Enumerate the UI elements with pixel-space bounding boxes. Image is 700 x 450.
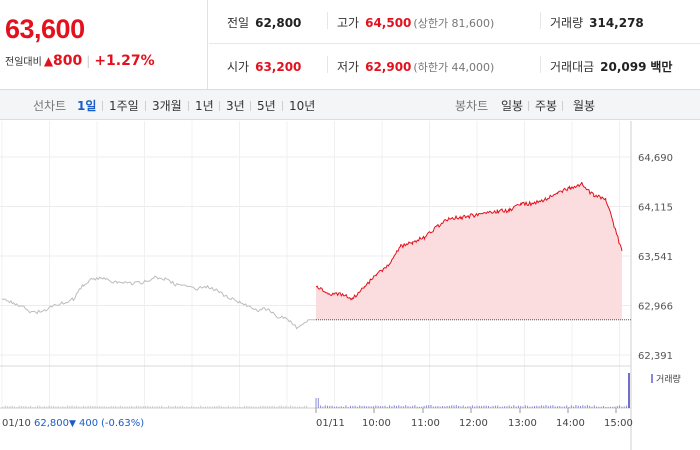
tab-daily-candle[interactable]: 일봉 bbox=[501, 99, 524, 113]
tab-3m[interactable]: 3개월 bbox=[152, 99, 182, 113]
y-axis-ticks: 64,690 64,115 63,541 62,966 62,391 bbox=[638, 153, 673, 362]
stat-open-label: 시가 bbox=[227, 60, 250, 74]
y-tick-label: 64,115 bbox=[638, 203, 673, 214]
volume-legend-swatch bbox=[651, 374, 653, 383]
stats-row-1: 전일 62,800 고가 64,500 (상한가 81,600) 거래량 314,278 bbox=[209, 0, 700, 44]
x-axis: 01/10 62,800 ▼ 400 (-0.63%) 01/11 10:00 11:00 12… bbox=[2, 408, 633, 429]
stat-divider bbox=[327, 56, 328, 73]
stat-prev-close-value: 62,800 bbox=[255, 16, 302, 30]
stat-open: 시가 63,200 bbox=[227, 58, 301, 75]
tab-separator bbox=[562, 101, 563, 111]
y-tick-label: 62,391 bbox=[638, 351, 673, 362]
stat-prev-close: 전일 62,800 bbox=[227, 14, 301, 31]
stat-lower-limit: (하한가 44,000) bbox=[413, 61, 495, 74]
stat-turnover-value: 20,099 bbox=[600, 60, 647, 74]
tab-separator bbox=[282, 101, 283, 111]
prev-day-change: 400 bbox=[79, 418, 98, 429]
tab-weekly-candle[interactable]: 주봉 bbox=[535, 99, 558, 113]
prev-day-date: 01/10 bbox=[2, 418, 31, 429]
volume-panel: 거래량 bbox=[0, 365, 681, 409]
stat-prev-close-label: 전일 bbox=[227, 16, 250, 30]
tab-3y[interactable]: 3년 bbox=[226, 99, 245, 113]
stat-divider bbox=[540, 12, 541, 29]
change-percent: +1.27% bbox=[94, 53, 155, 69]
stat-high-label: 고가 bbox=[337, 16, 360, 30]
stats-row-2: 시가 63,200 저가 62,900 (하한가 44,000) 거래대금 20,099… bbox=[209, 44, 700, 88]
prev-day-close: 62,800 bbox=[34, 418, 69, 429]
tab-1w[interactable]: 1주일 bbox=[109, 99, 139, 113]
x-tick-label: 13:00 bbox=[508, 418, 537, 429]
stat-low-label: 저가 bbox=[337, 60, 360, 74]
stat-high-value: 64,500 bbox=[365, 16, 412, 30]
today-area-fill bbox=[316, 182, 622, 320]
up-arrow-icon: ▲ bbox=[43, 54, 54, 68]
x-tick-label: 01/11 bbox=[316, 418, 345, 429]
change-divider: | bbox=[86, 54, 91, 68]
stat-turnover: 거래대금 20,099 백만 bbox=[550, 58, 672, 75]
tab-separator bbox=[145, 101, 146, 111]
prev-day-pct: (-0.63%) bbox=[101, 418, 144, 429]
stat-divider bbox=[327, 12, 328, 29]
stat-upper-limit: (상한가 81,600) bbox=[413, 17, 495, 30]
stat-divider bbox=[540, 56, 541, 73]
stat-high: 고가 64,500 (상한가 81,600) bbox=[337, 14, 494, 31]
price-stats: 전일 62,800 고가 64,500 (상한가 81,600) 거래량 314,278… bbox=[209, 0, 700, 89]
tab-separator bbox=[219, 101, 220, 111]
x-tick-label: 12:00 bbox=[459, 418, 488, 429]
stat-turnover-label: 거래대금 bbox=[550, 60, 595, 74]
tab-10y[interactable]: 10년 bbox=[289, 99, 316, 113]
stat-volume-value: 314,278 bbox=[589, 16, 644, 30]
y-tick-label: 62,966 bbox=[638, 302, 673, 313]
tab-5y[interactable]: 5년 bbox=[257, 99, 276, 113]
change-amount: 800 bbox=[53, 53, 83, 69]
y-tick-label: 63,541 bbox=[638, 252, 673, 263]
price-chart: 64,690 64,115 63,541 62,966 62,391 거래량 01/10… bbox=[0, 121, 681, 450]
tab-separator bbox=[188, 101, 189, 111]
x-tick-label: 14:00 bbox=[556, 418, 585, 429]
candle-chart-label: 봉차트 bbox=[455, 99, 489, 113]
stat-low: 저가 62,900 (하한가 44,000) bbox=[337, 58, 494, 75]
tab-separator bbox=[250, 101, 251, 111]
stat-turnover-unit: 백만 bbox=[650, 60, 673, 74]
y-tick-label: 64,690 bbox=[638, 153, 673, 164]
prev-day-down-arrow-icon: ▼ bbox=[69, 419, 76, 429]
chart-period-bar: 선차트 1일 1주일 3개월 1년 3년 5년 10년 봉차트 일봉 주봉 월봉 bbox=[0, 89, 700, 120]
change-label: 전일대비 bbox=[5, 57, 42, 68]
tab-separator bbox=[102, 101, 103, 111]
tab-separator bbox=[528, 101, 529, 111]
change-row: 전일대비 ▲800 | +1.27% bbox=[5, 53, 155, 69]
x-tick-label: 15:00 bbox=[604, 418, 633, 429]
volume-legend-label: 거래량 bbox=[656, 373, 681, 385]
today-series-line bbox=[315, 181, 623, 301]
tab-1y[interactable]: 1년 bbox=[195, 99, 214, 113]
chart-area-fill bbox=[316, 182, 622, 320]
tab-1d[interactable]: 1일 bbox=[77, 99, 97, 113]
prev-day-series-line bbox=[1, 275, 309, 330]
stat-low-value: 62,900 bbox=[365, 60, 412, 74]
line-chart-label: 선차트 bbox=[33, 99, 67, 113]
stat-open-value: 63,200 bbox=[255, 60, 302, 74]
chart-series-lines bbox=[1, 181, 631, 330]
x-tick-label: 11:00 bbox=[411, 418, 440, 429]
price-summary: 63,600 전일대비 ▲800 | +1.27% bbox=[0, 0, 208, 89]
tab-monthly-candle[interactable]: 월봉 bbox=[573, 99, 596, 113]
current-price: 63,600 bbox=[5, 14, 85, 44]
stat-volume: 거래량 314,278 bbox=[550, 14, 644, 31]
stat-volume-label: 거래량 bbox=[550, 16, 584, 30]
x-tick-label: 10:00 bbox=[362, 418, 391, 429]
